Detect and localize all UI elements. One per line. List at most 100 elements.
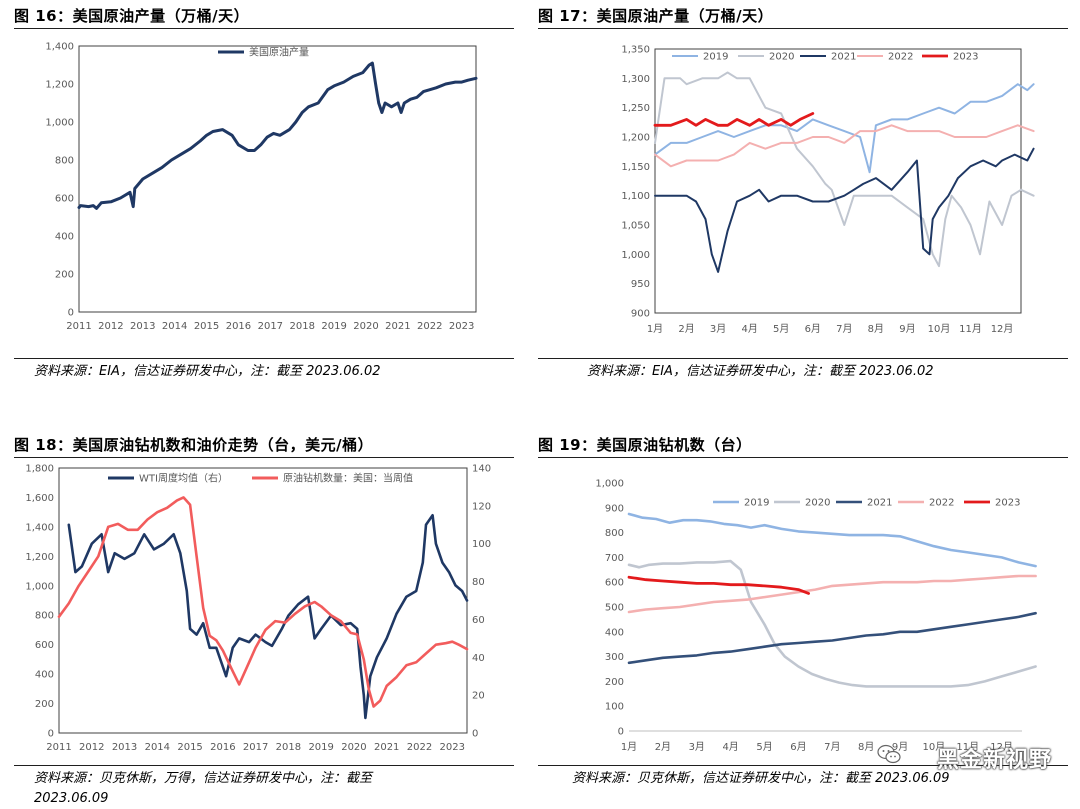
y-tick-label-16: 800 [55, 156, 74, 167]
x-tick-label-16: 2013 [130, 321, 155, 332]
x-tick-label-19: 4月 [722, 741, 738, 753]
series-line-1 [57, 496, 469, 708]
y-tick-label-16: 1,200 [45, 80, 74, 91]
x-tick-label-18: 2018 [276, 742, 301, 753]
x-tick-label-19: 2月 [655, 741, 671, 753]
y-tick-label-17: 1,300 [621, 74, 650, 85]
y-tick-label-19: 200 [605, 677, 624, 688]
title-rule-17 [538, 28, 1068, 29]
x-tick-label-17: 9月 [899, 323, 915, 335]
x-tick-label-16: 2014 [162, 321, 187, 332]
plot-frame-17 [654, 48, 1022, 314]
source-note-17: 资料来源：EIA，信达证券研发中心，注：截至 2023.06.02 [587, 364, 934, 379]
series-line-2019 [654, 83, 1035, 174]
legend-2023-label: 2023 [953, 52, 978, 63]
title-rule-18 [14, 457, 514, 458]
series-line-2022 [654, 124, 1035, 168]
x-tick-label-19: 1月 [621, 741, 637, 753]
source-rule-16 [14, 358, 514, 359]
legend-19-2021-label: 2021 [867, 498, 892, 509]
source-note-18-line1: 资料来源：贝克休斯，万得，信达证券研发中心，注：截至 [34, 771, 373, 786]
x-tick-label-18: 2014 [145, 742, 170, 753]
legend-18-0-label: WTI周度均值（右） [139, 472, 228, 485]
legend-2019-label: 2019 [703, 52, 728, 63]
x-tick-label-16: 2021 [385, 321, 410, 332]
x-tick-label-18: 2023 [440, 742, 465, 753]
y-tick-label-19: 0 [618, 727, 624, 738]
y-tick-label-19: 400 [605, 627, 624, 638]
x-tick-label-18: 2011 [46, 742, 71, 753]
y-tick-label-18-right: 20 [472, 691, 485, 702]
chart-title-16: 图 16：美国原油产量（万桶/天） [14, 7, 250, 25]
x-tick-label-17: 4月 [741, 323, 757, 335]
title-rule-16 [14, 28, 514, 29]
y-tick-label-18-left: 600 [35, 640, 54, 651]
x-tick-label-17: 6月 [805, 323, 821, 335]
x-tick-label-16: 2017 [258, 321, 283, 332]
legend-19-2020-label: 2020 [805, 498, 830, 509]
x-tick-label-16: 2016 [226, 321, 251, 332]
x-tick-label-18: 2017 [243, 742, 268, 753]
x-tick-label-17: 1月 [647, 323, 663, 335]
chart-fig18: 02004006008001,0001,2001,4001,6001,80002… [25, 464, 491, 754]
x-tick-label-19: 8月 [858, 741, 874, 753]
x-tick-label-19: 7月 [824, 741, 840, 753]
wechat-icon [877, 744, 901, 764]
y-tick-label-17: 1,350 [621, 45, 650, 56]
y-tick-label-18-left: 800 [35, 611, 54, 622]
series-line-2020 [654, 71, 1035, 268]
y-tick-label-18-right: 120 [472, 501, 491, 512]
series-line-2020 [627, 559, 1037, 688]
y-tick-label-18-left: 1,000 [25, 581, 54, 592]
y-tick-label-17: 1,250 [621, 103, 650, 114]
legend-18-1-label: 原油钻机数量：美国：当周值 [283, 472, 413, 485]
x-tick-label-17: 11月 [959, 323, 982, 335]
y-tick-label-18-left: 1,400 [25, 522, 54, 533]
chart-title-19: 图 19：美国原油钻机数（台） [538, 436, 752, 454]
x-tick-label-16: 2011 [66, 321, 91, 332]
y-tick-label-18-right: 60 [472, 615, 485, 626]
source-rule-17 [538, 358, 1068, 359]
x-tick-label-19: 6月 [790, 741, 806, 753]
x-tick-label-17: 8月 [868, 323, 884, 335]
series-line-2023 [627, 575, 810, 595]
x-tick-label-19: 10月 [923, 741, 946, 753]
y-tick-label-19: 800 [605, 528, 624, 539]
x-tick-label-19: 12月 [990, 741, 1013, 753]
legend-production-label: 美国原油产量 [249, 46, 309, 59]
x-tick-label-19: 9月 [892, 741, 908, 753]
series-line-2022 [627, 574, 1037, 614]
source-note-19: 资料来源：贝克休斯，信达证券研发中心，注：截至 2023.06.09 [572, 771, 950, 786]
x-tick-label-18: 2012 [79, 742, 104, 753]
y-tick-label-18-right: 40 [472, 653, 485, 664]
legend-19-2023-label: 2023 [995, 498, 1020, 509]
y-tick-label-19: 700 [605, 553, 624, 564]
series-line-2021 [654, 147, 1035, 273]
y-tick-label-18-left: 1,200 [25, 552, 54, 563]
x-tick-label-16: 2015 [194, 321, 219, 332]
y-tick-label-19: 900 [605, 503, 624, 514]
y-tick-label-17: 1,050 [621, 221, 650, 232]
x-tick-label-16: 2018 [289, 321, 314, 332]
x-tick-label-18: 2019 [308, 742, 333, 753]
x-tick-label-19: 3月 [689, 741, 705, 753]
y-tick-label-19: 100 [605, 702, 624, 713]
x-tick-label-18: 2013 [112, 742, 137, 753]
y-tick-label-16: 0 [68, 308, 74, 319]
y-tick-label-16: 200 [55, 270, 74, 281]
y-tick-label-18-right: 140 [472, 464, 491, 475]
x-tick-label-18: 2015 [177, 742, 202, 753]
x-tick-label-17: 2月 [678, 323, 694, 335]
y-tick-label-17: 1,150 [621, 162, 650, 173]
x-tick-label-17: 3月 [710, 323, 726, 335]
title-rule-19 [538, 457, 1068, 458]
series-line-2023 [653, 112, 815, 127]
chart-fig16: 0 200 400 600 800 1,000 1,200 1,400 2011 2012 2013… [45, 42, 478, 332]
legend-19-2019-label: 2019 [744, 498, 769, 509]
y-tick-label-18-left: 1,800 [25, 464, 54, 475]
x-tick-label-17: 12月 [991, 323, 1014, 335]
y-tick-label-16: 1,400 [45, 42, 74, 53]
y-tick-label-18-left: 1,600 [25, 493, 54, 504]
series-line-production [77, 61, 478, 210]
series-line-0 [67, 514, 469, 720]
